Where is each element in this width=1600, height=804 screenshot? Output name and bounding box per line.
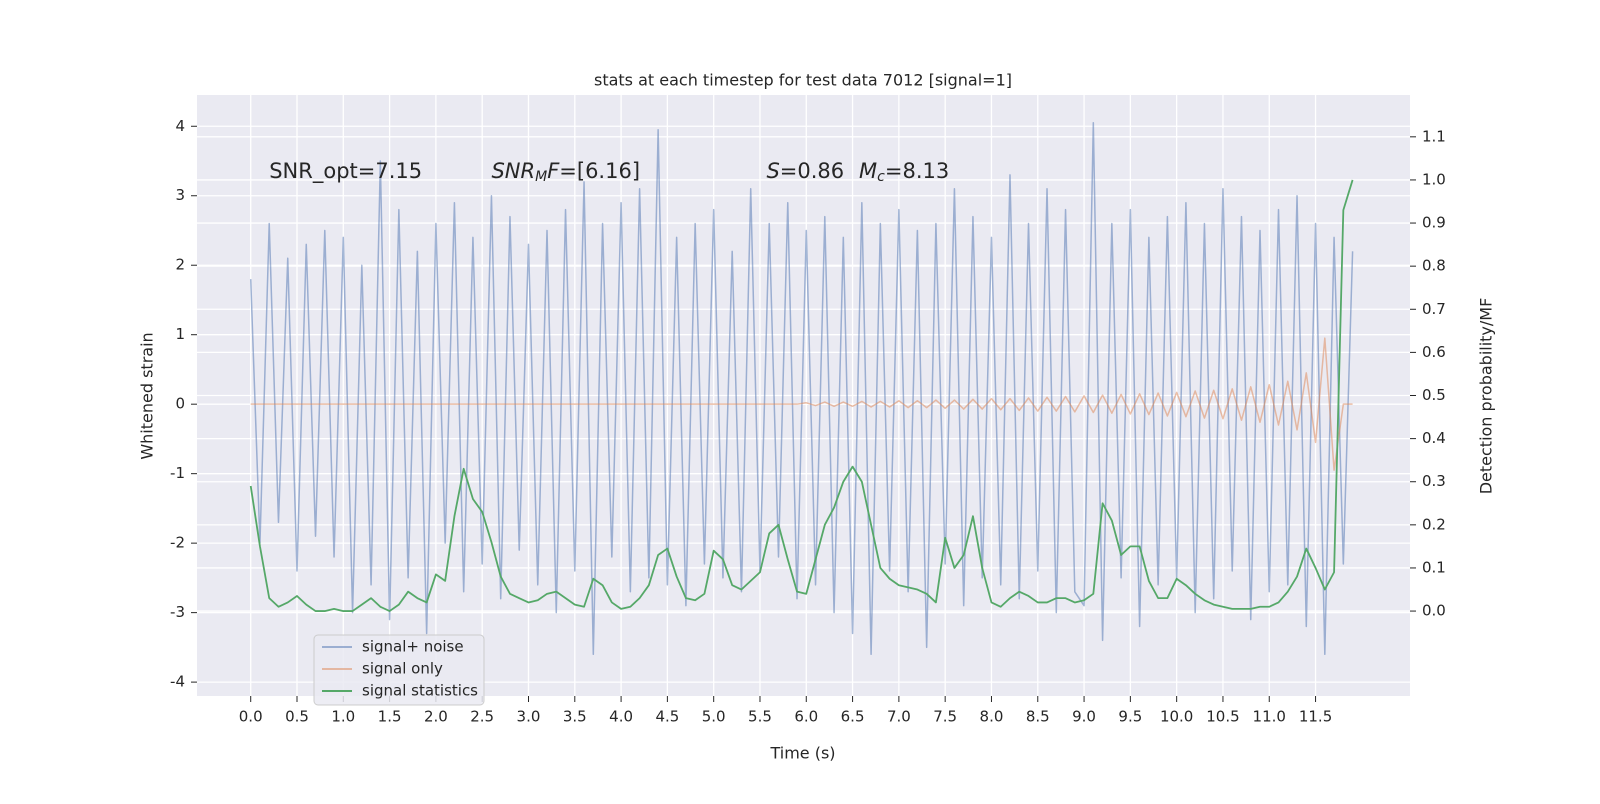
annotation-part: M: [535, 169, 547, 185]
chart-title: stats at each timestep for test data 701…: [594, 71, 1012, 90]
y2-tick-label: 0.7: [1422, 300, 1446, 318]
y-tick-label: -3: [170, 603, 185, 621]
x-tick-label: 5.5: [748, 708, 772, 726]
x-tick-label: 9.0: [1072, 708, 1096, 726]
legend-label: signal only: [362, 660, 443, 678]
y2-tick-label: 0.2: [1422, 515, 1446, 533]
annotation-part: =[6.16]: [559, 159, 640, 183]
annotation: SNR_opt=7.15: [269, 159, 422, 184]
annotation-part: =8.13: [885, 159, 949, 183]
x-tick-label: 3.5: [563, 708, 587, 726]
y2-tick-label: 0.3: [1422, 472, 1446, 490]
x-tick-label: 7.0: [887, 708, 911, 726]
y2-tick-label: 0.6: [1422, 343, 1446, 361]
legend-label: signal+ noise: [362, 638, 464, 656]
y-tick-label: -4: [170, 673, 185, 691]
annotation-part: F: [547, 159, 560, 183]
y-axis-label: Whitened strain: [138, 332, 157, 459]
x-tick-label: 2.0: [424, 708, 448, 726]
x-tick-label: 1.0: [331, 708, 355, 726]
y-tick-label: 0: [175, 395, 185, 413]
y2-tick-label: 0.0: [1422, 602, 1446, 620]
annotation-part: =0.86: [780, 159, 844, 183]
annotation-part: SNR_opt=7.15: [269, 159, 422, 184]
annotation-part: M: [859, 159, 877, 183]
y2-tick-label: 0.1: [1422, 558, 1446, 576]
annotation: S=0.86: [766, 159, 844, 183]
annotation: SNRMF=[6.16]: [491, 159, 640, 185]
x-tick-label: 2.5: [470, 708, 494, 726]
x-tick-label: 10.5: [1206, 708, 1239, 726]
x-axis-label: Time (s): [769, 744, 835, 763]
x-tick-label: 7.5: [933, 708, 957, 726]
x-tick-label: 4.0: [609, 708, 633, 726]
y-tick-label: 1: [175, 325, 185, 343]
x-tick-label: 9.5: [1118, 708, 1142, 726]
x-tick-label: 6.0: [794, 708, 818, 726]
x-tick-label: 6.5: [841, 708, 865, 726]
x-tick-label: 0.0: [239, 708, 263, 726]
legend-box: [313, 634, 485, 706]
annotation-part: c: [877, 169, 885, 185]
x-tick-label: 1.5: [378, 708, 402, 726]
y-tick-label: 4: [175, 117, 185, 135]
y-tick-label: -1: [170, 464, 185, 482]
series-line: [250, 337, 1353, 471]
x-tick-label: 10.0: [1160, 708, 1193, 726]
y2-tick-label: 0.4: [1422, 429, 1446, 447]
x-tick-label: 8.5: [1026, 708, 1050, 726]
annotation-part: S: [766, 159, 779, 183]
annotation-part: SNR: [491, 159, 535, 183]
y2-tick-label: 0.5: [1422, 386, 1446, 404]
x-tick-label: 11.5: [1299, 708, 1332, 726]
y2-tick-label: 1.1: [1422, 127, 1446, 145]
series-line: [249, 122, 1354, 656]
y-tick-label: -2: [170, 534, 185, 552]
legend-label: signal statistics: [362, 682, 478, 700]
annotation: Mc=8.13: [859, 159, 949, 185]
x-tick-label: 0.5: [285, 708, 309, 726]
y2-tick-label: 0.9: [1422, 214, 1446, 232]
y-tick-label: 2: [175, 256, 185, 274]
x-tick-label: 5.0: [702, 708, 726, 726]
x-tick-label: 4.5: [655, 708, 679, 726]
series-line: [249, 179, 1354, 612]
x-tick-label: 8.0: [980, 708, 1004, 726]
x-tick-label: 11.0: [1253, 708, 1286, 726]
y2-axis-label: Detection probability/MF: [1477, 298, 1496, 495]
y-tick-label: 3: [175, 186, 185, 204]
y2-tick-label: 1.0: [1422, 170, 1446, 188]
y2-tick-label: 0.8: [1422, 257, 1446, 275]
x-tick-label: 3.0: [517, 708, 541, 726]
